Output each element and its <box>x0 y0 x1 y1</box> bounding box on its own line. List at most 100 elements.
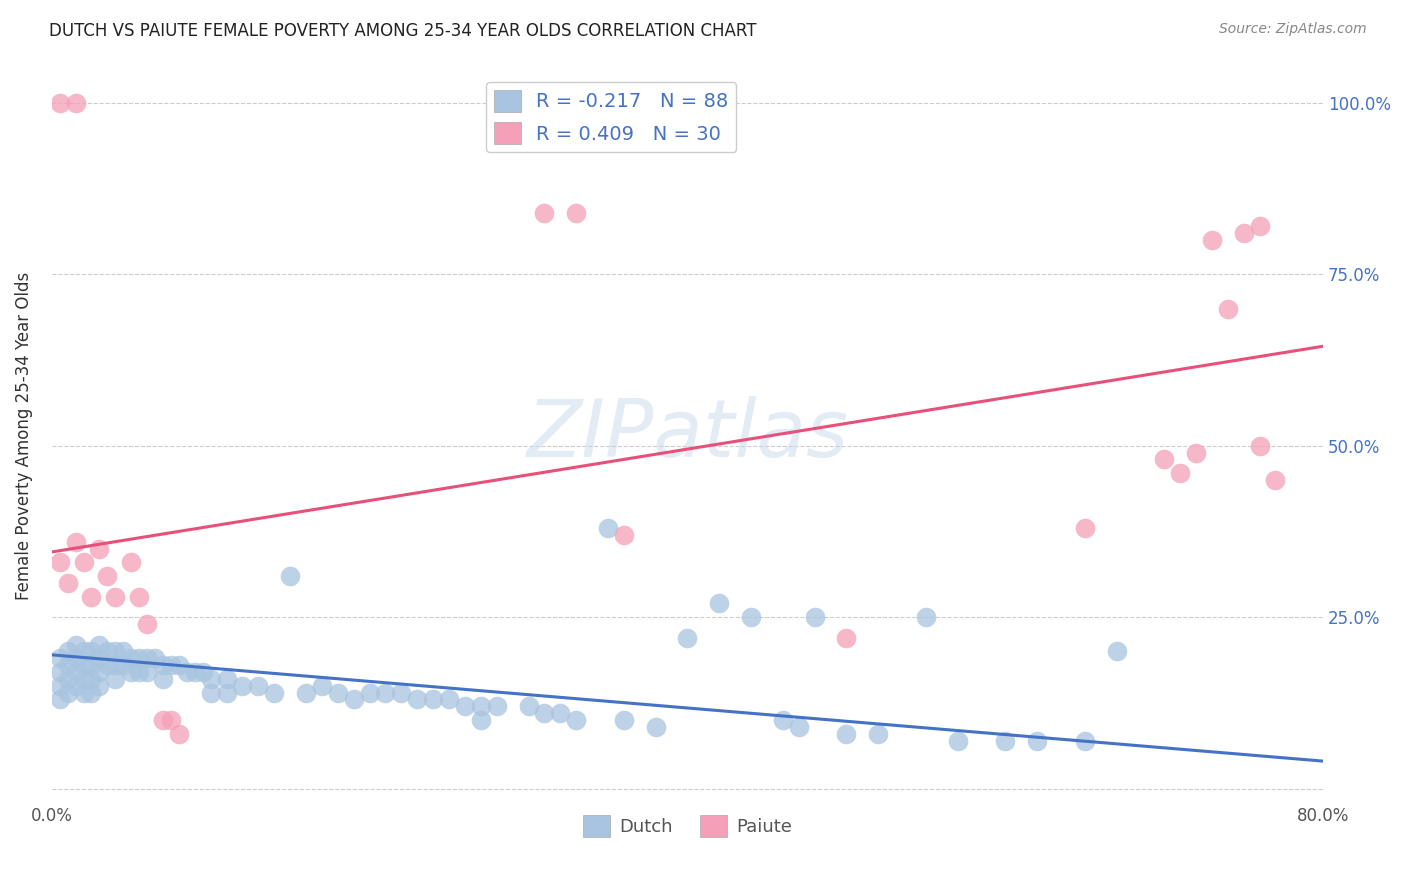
Point <box>56 685 79 699</box>
Point <box>422 692 444 706</box>
Point <box>231 679 253 693</box>
Point <box>96 569 118 583</box>
Point <box>120 665 142 679</box>
Point <box>914 610 936 624</box>
Point <box>176 665 198 679</box>
Point <box>128 665 150 679</box>
Point <box>200 685 222 699</box>
Text: Source: ZipAtlas.com: Source: ZipAtlas.com <box>1219 22 1367 37</box>
Point <box>48 555 70 569</box>
Point <box>167 727 190 741</box>
Point <box>160 658 183 673</box>
Point <box>112 644 135 658</box>
Point <box>311 679 333 693</box>
Point <box>1026 733 1049 747</box>
Point <box>454 699 477 714</box>
Point <box>104 644 127 658</box>
Point <box>152 713 174 727</box>
Point <box>48 665 70 679</box>
Point <box>1185 445 1208 459</box>
Y-axis label: Female Poverty Among 25-34 Year Olds: Female Poverty Among 25-34 Year Olds <box>15 271 32 599</box>
Point <box>112 658 135 673</box>
Point <box>65 679 87 693</box>
Point <box>517 699 540 714</box>
Point <box>1233 226 1256 240</box>
Point <box>72 685 94 699</box>
Point <box>48 651 70 665</box>
Point <box>152 672 174 686</box>
Point <box>485 699 508 714</box>
Point <box>56 644 79 658</box>
Point <box>215 685 238 699</box>
Point <box>89 679 111 693</box>
Point <box>104 658 127 673</box>
Point <box>787 720 810 734</box>
Point <box>136 617 159 632</box>
Point <box>72 555 94 569</box>
Point <box>65 534 87 549</box>
Point <box>80 672 103 686</box>
Point <box>96 644 118 658</box>
Point <box>152 658 174 673</box>
Point <box>1201 233 1223 247</box>
Point <box>184 665 207 679</box>
Point <box>80 658 103 673</box>
Point <box>80 644 103 658</box>
Point <box>120 555 142 569</box>
Point <box>565 205 588 219</box>
Point <box>65 665 87 679</box>
Point <box>56 658 79 673</box>
Point <box>868 727 890 741</box>
Point <box>128 651 150 665</box>
Point <box>772 713 794 727</box>
Point <box>89 541 111 556</box>
Point <box>835 727 858 741</box>
Point <box>89 665 111 679</box>
Point <box>48 692 70 706</box>
Point <box>160 713 183 727</box>
Point <box>104 590 127 604</box>
Point <box>65 95 87 110</box>
Point <box>550 706 572 720</box>
Point <box>263 685 285 699</box>
Point <box>295 685 318 699</box>
Point <box>1168 466 1191 480</box>
Point <box>191 665 214 679</box>
Point <box>1074 733 1097 747</box>
Point <box>374 685 396 699</box>
Point <box>120 651 142 665</box>
Point <box>1105 644 1128 658</box>
Point <box>247 679 270 693</box>
Point <box>326 685 349 699</box>
Point <box>200 672 222 686</box>
Point <box>946 733 969 747</box>
Point <box>740 610 762 624</box>
Point <box>1074 521 1097 535</box>
Point <box>104 672 127 686</box>
Point <box>644 720 666 734</box>
Point <box>72 644 94 658</box>
Point <box>994 733 1017 747</box>
Point <box>80 590 103 604</box>
Legend: Dutch, Paiute: Dutch, Paiute <box>576 808 799 845</box>
Point <box>278 569 301 583</box>
Point <box>128 590 150 604</box>
Point <box>167 658 190 673</box>
Point <box>143 651 166 665</box>
Point <box>136 651 159 665</box>
Point <box>803 610 825 624</box>
Point <box>596 521 619 535</box>
Point <box>613 528 636 542</box>
Point <box>470 713 492 727</box>
Point <box>359 685 381 699</box>
Point <box>565 713 588 727</box>
Point <box>136 665 159 679</box>
Point <box>676 631 699 645</box>
Point <box>215 672 238 686</box>
Point <box>72 658 94 673</box>
Text: DUTCH VS PAIUTE FEMALE POVERTY AMONG 25-34 YEAR OLDS CORRELATION CHART: DUTCH VS PAIUTE FEMALE POVERTY AMONG 25-… <box>49 22 756 40</box>
Point <box>470 699 492 714</box>
Point <box>1249 439 1271 453</box>
Point <box>343 692 366 706</box>
Point <box>48 679 70 693</box>
